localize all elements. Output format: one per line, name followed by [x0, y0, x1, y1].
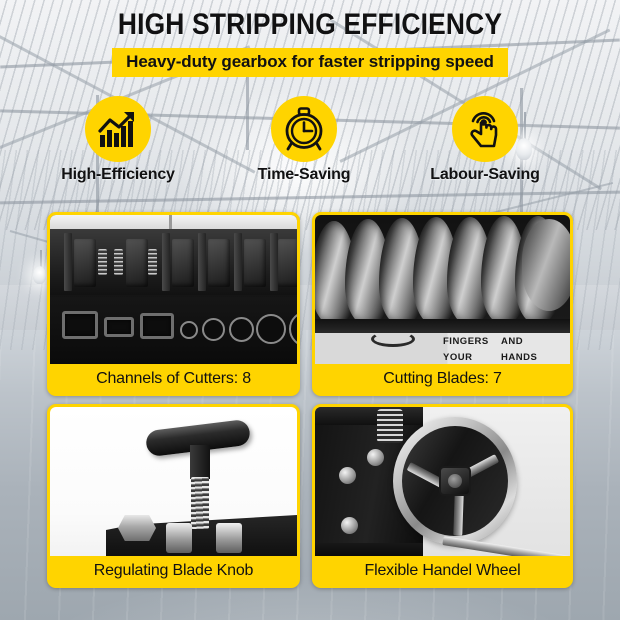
panel-caption: Regulating Blade Knob: [50, 556, 297, 585]
photo-regulating-blade-knob: [50, 407, 297, 559]
wheel-hub: [439, 466, 471, 496]
alarm-clock-icon: [283, 107, 325, 151]
panel-caption: Flexible Handel Wheel: [315, 556, 570, 585]
warning-text: YOUR: [443, 352, 473, 363]
hand-tap-icon: [464, 107, 506, 151]
lamp-stem: [524, 112, 526, 140]
photo-flexible-handel-wheel: [315, 407, 570, 559]
panel-flexible-handel-wheel[interactable]: Flexible Handel Wheel: [312, 404, 573, 588]
feature-labour-saving: Labour-Saving: [392, 96, 578, 184]
panel-regulating-blade-knob[interactable]: Regulating Blade Knob: [47, 404, 300, 588]
feature-time-saving: Time-Saving: [211, 96, 397, 184]
warning-text: FINGERS: [443, 336, 489, 347]
feature-icon-badge: [452, 96, 518, 162]
panel-channels-of-cutters[interactable]: Channels of Cutters: 8: [47, 212, 300, 396]
machine-top-strip: [50, 215, 297, 229]
page-title: HIGH STRIPPING EFFICIENCY: [117, 8, 503, 41]
photo-cutting-blades: FINGERS AND YOUR HANDS: [315, 215, 570, 367]
handwheel: [393, 417, 517, 545]
warning-text: AND: [501, 336, 524, 347]
machine-dark-band: [315, 319, 570, 333]
blade-shaft: [522, 219, 570, 311]
feature-icon-badge: [85, 96, 151, 162]
feature-icon-badge: [271, 96, 337, 162]
ceiling-lamp: [33, 266, 46, 284]
bracket-left: [166, 523, 192, 553]
growth-chart-icon: [97, 109, 139, 149]
warning-oval-mark: [371, 331, 415, 347]
subtitle-banner: Heavy-duty gearbox for faster stripping …: [112, 48, 508, 77]
wheel-interior: [402, 426, 508, 536]
warning-text: HANDS: [501, 352, 538, 363]
feature-label: Time-Saving: [257, 166, 351, 183]
threaded-shaft: [191, 477, 209, 529]
photo-channels-of-cutters: [50, 215, 297, 367]
subtitle-banner-wrap: Heavy-duty gearbox for faster stripping …: [0, 48, 620, 77]
t-handle-neck: [190, 445, 210, 479]
feature-label: Labour-Saving: [430, 166, 540, 183]
cutter-die-row: [50, 297, 297, 367]
panel-caption: Cutting Blades: 7: [315, 364, 570, 393]
feature-label: High-Efficiency: [61, 166, 175, 183]
panel-cutting-blades[interactable]: FINGERS AND YOUR HANDS Cutting Blades: 7: [312, 212, 573, 396]
bracket-right: [216, 523, 242, 553]
feature-high-efficiency: High-Efficiency: [25, 96, 211, 184]
safety-warning-label: FINGERS AND YOUR HANDS: [315, 331, 570, 367]
spring-coil: [377, 409, 403, 443]
lamp-stem: [40, 250, 42, 268]
feature-icon-row: High-Efficiency Time-Saving: [0, 96, 620, 206]
cutter-channel-row: [50, 229, 297, 295]
ceiling-lamp: [516, 138, 532, 160]
hex-nut: [118, 515, 156, 541]
panel-caption: Channels of Cutters: 8: [50, 364, 297, 393]
vertical-column: [246, 60, 249, 150]
